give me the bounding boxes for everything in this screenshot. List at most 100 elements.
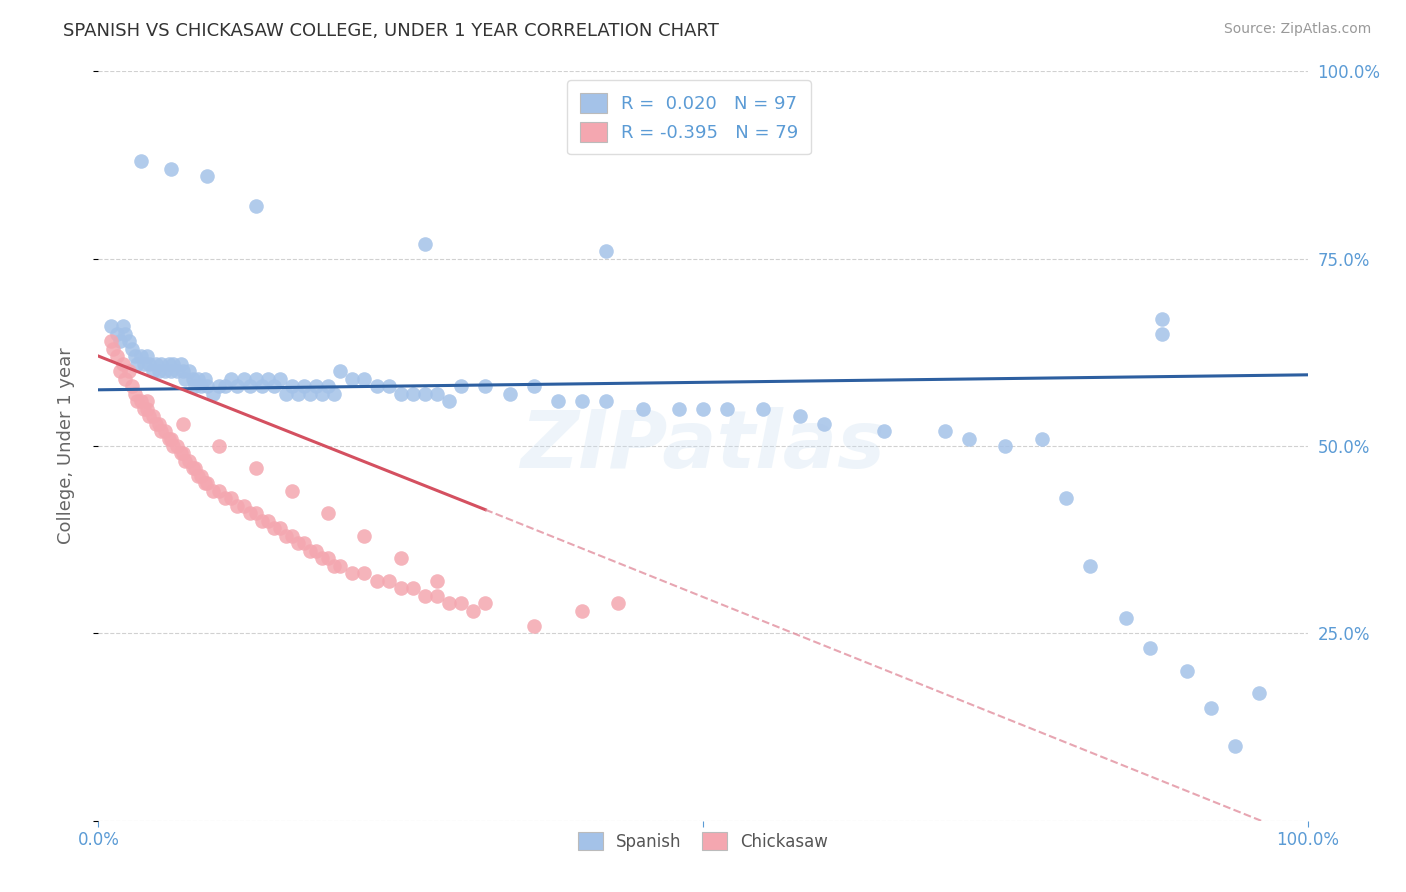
Point [232,371,254,385]
Point [523,619,546,633]
Point [437,394,460,409]
Point [1078,558,1101,573]
Point [547,394,569,409]
Point [316,379,339,393]
Point [263,521,285,535]
Point [256,514,278,528]
Point [190,469,212,483]
Point [426,574,449,588]
Point [108,364,131,378]
Legend: Spanish, Chickasaw: Spanish, Chickasaw [571,825,835,857]
Point [287,386,309,401]
Point [250,514,273,528]
Point [208,439,231,453]
Point [172,446,194,460]
Point [994,439,1017,453]
Point [138,409,160,423]
Point [135,394,157,409]
Point [245,461,267,475]
Text: Source: ZipAtlas.com: Source: ZipAtlas.com [1223,22,1371,37]
Point [342,566,364,581]
Point [245,507,267,521]
Point [105,349,128,363]
Point [474,596,496,610]
Point [263,379,285,393]
Point [160,364,183,378]
Point [135,349,157,363]
Point [208,483,231,498]
Point [129,349,152,363]
Point [129,394,152,409]
Point [153,364,176,378]
Point [100,319,122,334]
Point [413,589,436,603]
Point [813,417,835,431]
Point [239,379,262,393]
Point [108,334,131,348]
Point [195,169,218,184]
Point [402,386,425,401]
Point [111,357,134,371]
Point [377,574,399,588]
Point [145,357,167,371]
Point [118,334,141,348]
Point [1175,664,1198,678]
Point [934,424,956,438]
Point [311,551,333,566]
Point [135,401,157,416]
Point [127,394,149,409]
Point [299,386,322,401]
Point [498,386,520,401]
Point [101,342,124,356]
Point [353,566,375,581]
Point [366,574,388,588]
Point [239,507,262,521]
Point [873,424,896,438]
Point [172,364,194,378]
Point [402,582,425,596]
Point [184,461,207,475]
Point [716,401,738,416]
Point [316,507,339,521]
Point [214,379,236,393]
Text: ZIPatlas: ZIPatlas [520,407,886,485]
Point [353,371,375,385]
Point [174,371,197,385]
Point [269,371,291,385]
Point [145,417,167,431]
Point [114,326,136,341]
Point [463,604,485,618]
Point [166,439,188,453]
Point [426,589,449,603]
Point [166,364,188,378]
Point [413,386,436,401]
Point [292,536,315,550]
Point [187,469,209,483]
Point [1199,701,1222,715]
Point [256,371,278,385]
Point [221,491,243,506]
Point [194,476,217,491]
Point [162,439,184,453]
Point [329,364,352,378]
Point [111,319,134,334]
Point [323,386,346,401]
Point [426,386,449,401]
Point [245,199,267,213]
Point [187,371,209,385]
Point [232,499,254,513]
Point [1152,326,1174,341]
Point [305,544,328,558]
Point [353,529,375,543]
Point [172,417,194,431]
Point [450,379,472,393]
Point [169,446,191,460]
Point [311,386,333,401]
Point [1115,611,1137,625]
Point [169,357,191,371]
Point [208,379,231,393]
Point [134,357,156,371]
Point [571,604,593,618]
Point [179,454,201,468]
Point [214,491,236,506]
